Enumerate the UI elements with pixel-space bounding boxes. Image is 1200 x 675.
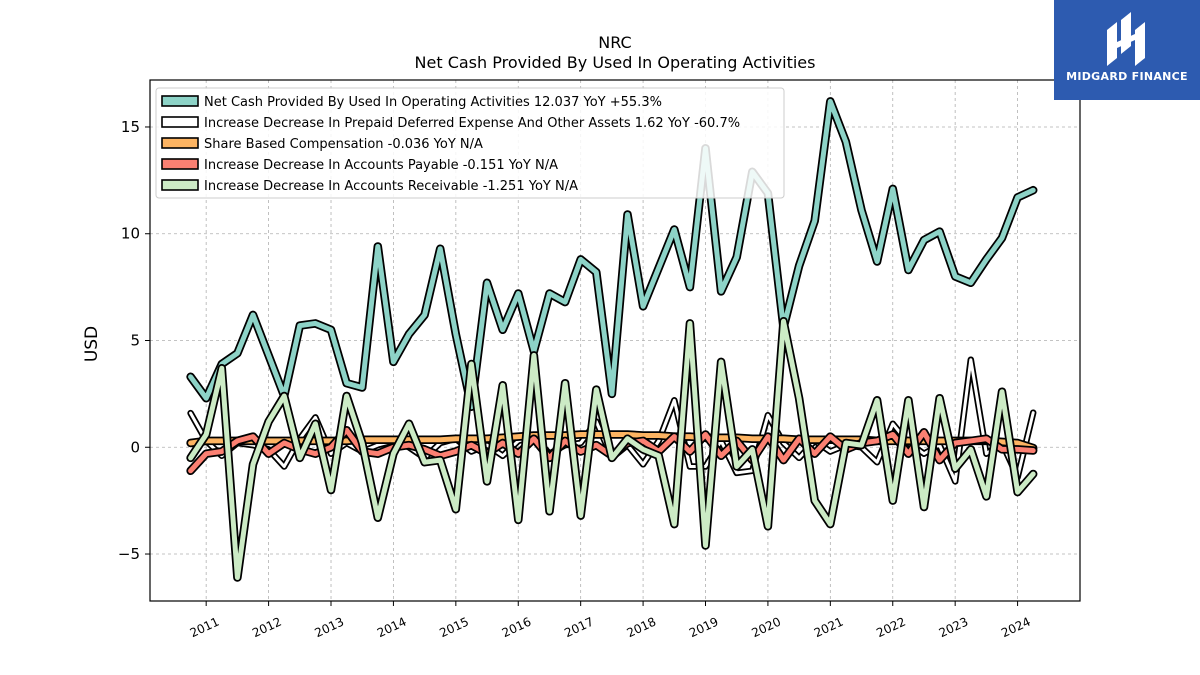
legend-entry: Net Cash Provided By Used In Operating A… bbox=[204, 95, 662, 110]
y-tick-label: 0 bbox=[130, 438, 140, 456]
x-axis-ticks: 2011 2012 2013 2014 2015 2016 2017 2018 2019 2020… bbox=[188, 601, 1033, 640]
legend-swatch bbox=[161, 116, 199, 128]
x-tick-label: 2024 bbox=[999, 615, 1033, 641]
series-line bbox=[188, 98, 1036, 410]
x-tick-label: 2023 bbox=[937, 615, 971, 641]
y-axis-ticks: −5 0 5 10 15 bbox=[118, 118, 150, 563]
x-tick-label: 2021 bbox=[812, 615, 846, 641]
y-tick-label: 10 bbox=[121, 225, 140, 243]
legend: Net Cash Provided By Used In Operating A… bbox=[155, 87, 785, 199]
x-tick-label: 2013 bbox=[313, 615, 347, 641]
legend-swatch bbox=[161, 158, 199, 170]
x-tick-label: 2019 bbox=[687, 615, 721, 641]
legend-entry: Share Based Compensation -0.036 YoY N/A bbox=[204, 137, 483, 152]
x-tick-label: 2015 bbox=[437, 615, 471, 641]
brand-badge: MIDGARD FINANCE bbox=[1054, 0, 1200, 100]
series-lines bbox=[186, 97, 1038, 582]
series-0 bbox=[186, 97, 1038, 411]
y-axis-label: USD bbox=[82, 326, 102, 362]
x-tick-label: 2022 bbox=[874, 615, 908, 641]
x-tick-label: 2011 bbox=[188, 615, 222, 641]
chart-title-group: NRC Net Cash Provided By Used In Operati… bbox=[415, 33, 816, 72]
chart-subtitle: Net Cash Provided By Used In Operating A… bbox=[415, 53, 816, 72]
legend-entry: Increase Decrease In Prepaid Deferred Ex… bbox=[204, 116, 740, 131]
series-4 bbox=[186, 317, 1038, 582]
legend-swatch bbox=[161, 95, 199, 107]
chart-title: NRC bbox=[598, 33, 631, 52]
x-tick-label: 2014 bbox=[375, 615, 409, 641]
legend-swatch bbox=[161, 179, 199, 191]
x-tick-label: 2016 bbox=[500, 615, 534, 641]
legend-entry: Increase Decrease In Accounts Receivable… bbox=[204, 179, 578, 194]
legend-entry: Increase Decrease In Accounts Payable -0… bbox=[204, 158, 558, 173]
x-tick-label: 2020 bbox=[749, 615, 783, 641]
y-tick-label: 15 bbox=[121, 118, 140, 136]
series-line bbox=[188, 318, 1036, 580]
legend-swatch bbox=[161, 137, 199, 149]
x-tick-label: 2012 bbox=[250, 615, 284, 641]
x-tick-label: 2018 bbox=[625, 615, 659, 641]
midgard-logo-icon bbox=[1107, 12, 1145, 66]
brand-name: MIDGARD FINANCE bbox=[1066, 70, 1188, 83]
legend-box bbox=[155, 87, 785, 199]
x-tick-label: 2017 bbox=[562, 615, 596, 641]
y-tick-label: −5 bbox=[118, 545, 140, 563]
y-tick-label: 5 bbox=[130, 332, 140, 350]
